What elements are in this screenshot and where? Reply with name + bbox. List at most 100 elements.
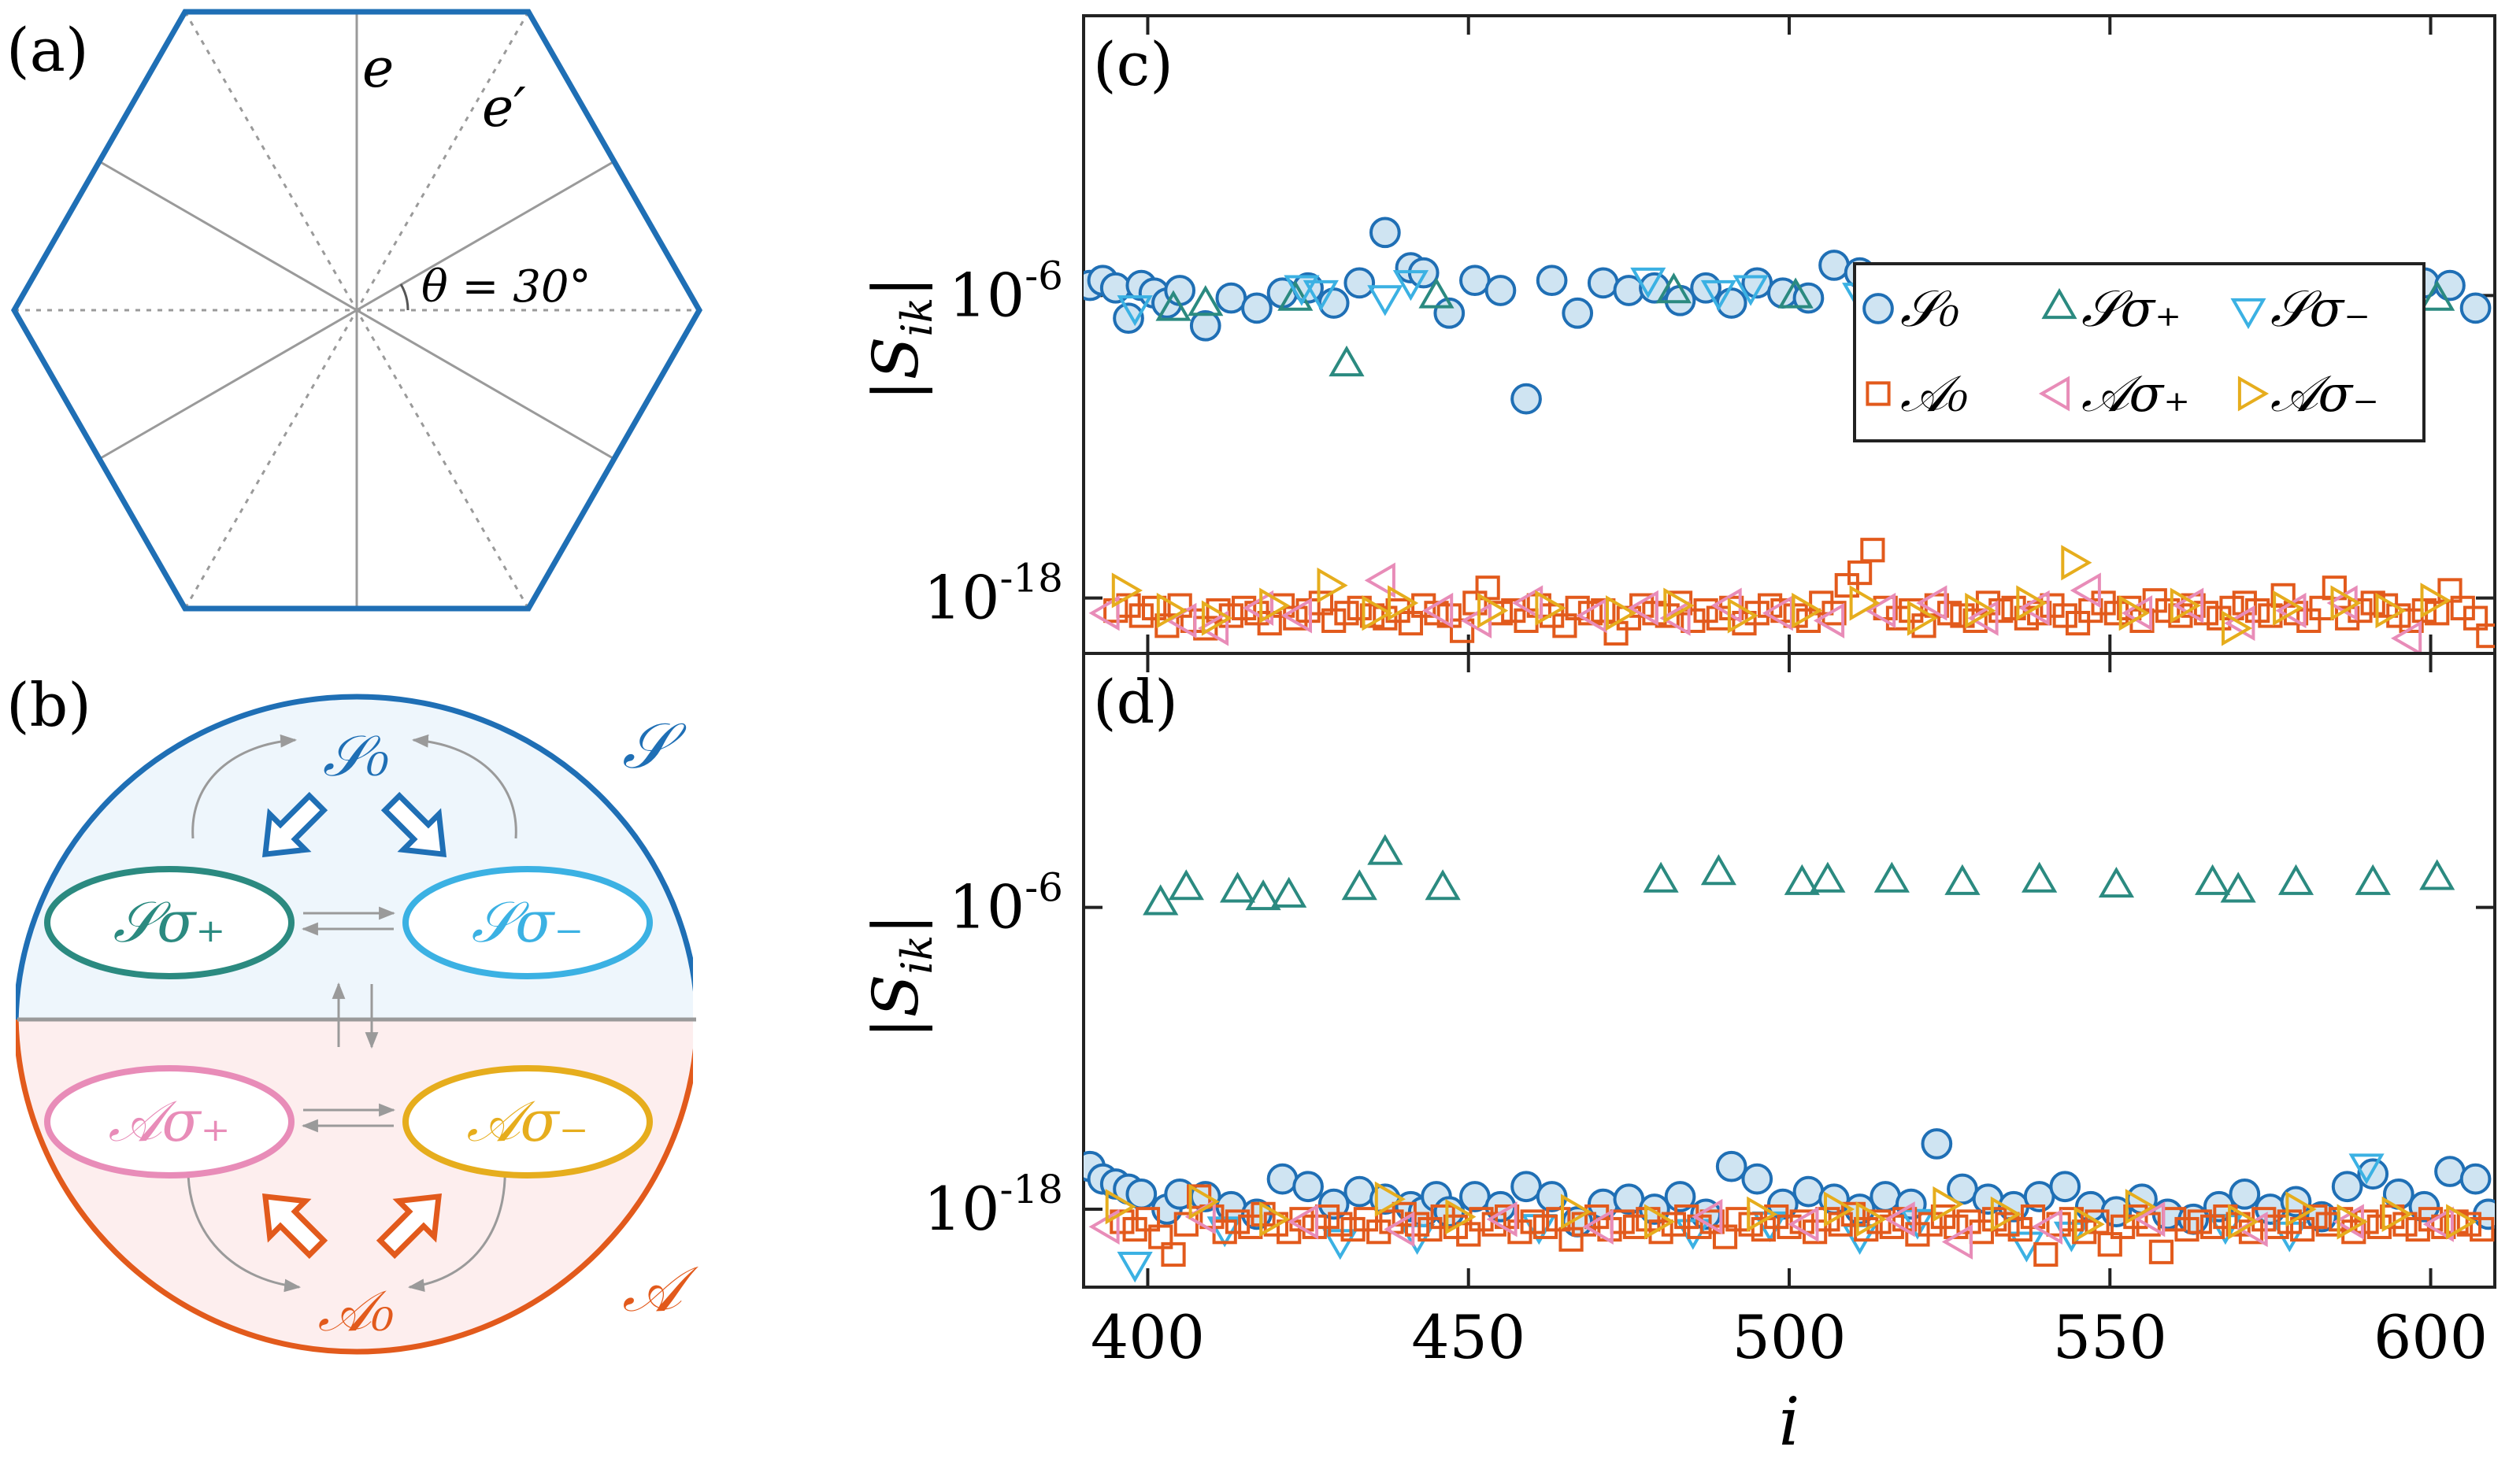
legend-label-sminus: 𝒮σ₋	[2270, 280, 2370, 339]
panel-d-ylabel-text: |Sik|	[859, 914, 942, 1039]
curve-arrow-aminus-a0	[407, 1153, 506, 1292]
point-a0	[1962, 608, 1988, 633]
point-a0	[2354, 1209, 2379, 1234]
point-aplus	[1865, 592, 1896, 629]
point-a0	[2476, 623, 2495, 649]
point-a0	[1110, 1209, 1135, 1234]
legend-marker-a0	[1866, 381, 1891, 406]
point-a0	[1456, 1222, 1481, 1247]
point-aminus	[1111, 572, 1143, 609]
point-s0	[1459, 265, 1491, 297]
point-a0	[2456, 1212, 2482, 1237]
antisymmetric-sector-label: 𝒜	[622, 1253, 699, 1326]
legend-label-a0: 𝒜₀	[1900, 365, 1968, 424]
point-a0	[1552, 613, 1577, 638]
point-aminus	[2170, 587, 2202, 623]
point-a0	[1353, 1207, 1379, 1232]
point-a0	[1334, 601, 1359, 626]
point-aminus	[1317, 567, 1348, 604]
point-a0	[1860, 538, 1885, 563]
point-aminus	[2375, 592, 2407, 629]
point-a0	[1283, 605, 1308, 631]
point-aplus	[1198, 610, 1229, 646]
point-aminus	[1933, 1186, 1964, 1223]
point-s0	[1818, 250, 1850, 281]
x-tick-label: 550	[2053, 1302, 2167, 1372]
panel-b: (b)	[6, 670, 699, 1355]
panel-c-y-axis-label: |Sik|	[859, 276, 942, 401]
point-splus	[1655, 272, 1692, 304]
point-aminus	[1259, 1201, 1291, 1238]
curve-arrow-aplus-a0	[187, 1153, 302, 1293]
point-splus	[1643, 861, 1679, 893]
point-a0	[1577, 601, 1603, 626]
point-a0	[1751, 1216, 1777, 1242]
point-a0	[1854, 1216, 1879, 1242]
point-aplus	[1884, 1201, 1915, 1238]
point-aplus	[1813, 602, 1845, 638]
point-aplus	[1088, 595, 1120, 631]
point-s0	[2434, 1156, 2466, 1187]
legend-marker-sminus	[2230, 298, 2266, 330]
edge-label: e	[362, 38, 394, 100]
point-s0	[1484, 275, 1517, 306]
point-splus	[1425, 869, 1461, 901]
legend-marker-s0	[1862, 293, 1894, 324]
point-aminus	[1792, 592, 1823, 629]
point-s0	[1292, 1171, 1324, 1203]
point-aminus	[1445, 1198, 1477, 1235]
symmetric-sector-label: 𝒮	[622, 709, 687, 783]
point-splus	[2277, 864, 2314, 895]
point-splus	[1810, 861, 1846, 893]
point-a0	[1834, 572, 1859, 598]
point-aminus	[2381, 1196, 2413, 1232]
point-a0	[1982, 1207, 2007, 1232]
point-s0	[1792, 1175, 1825, 1208]
point-aminus	[1907, 600, 1938, 636]
point-aminus	[1606, 595, 1637, 631]
point-aminus	[1259, 587, 1291, 623]
point-s0	[1459, 1181, 1491, 1212]
point-aplus	[1486, 1201, 1518, 1238]
point-splus	[1777, 277, 1814, 309]
point-aminus	[1747, 1196, 1778, 1232]
point-aplus	[1364, 562, 1395, 598]
point-a0	[1693, 598, 1718, 623]
legend-marker-aplus	[2038, 376, 2070, 412]
point-aminus	[2285, 1191, 2317, 1227]
point-aplus	[1280, 598, 1312, 634]
point-aminus	[1156, 592, 1188, 629]
point-splus	[1271, 876, 1307, 908]
point-a0	[1584, 1204, 1610, 1230]
point-aplus	[1576, 598, 1607, 634]
point-splus	[2220, 871, 2256, 903]
point-aplus	[1941, 1223, 1973, 1260]
point-a0	[1911, 613, 1936, 638]
panel-c: 10-6 10-18 (c) |Sik| 𝒮₀ 𝒮σ₊ 𝒮σ₋ 𝒜₀ 𝒜σ₊ 𝒜σ₋	[859, 14, 2496, 655]
point-aplus	[2018, 590, 2050, 626]
curve-arrow-splus-s0	[191, 734, 298, 839]
point-a0	[1783, 603, 1808, 628]
point-splus	[1277, 279, 1314, 311]
panel-a-label: (a)	[6, 15, 89, 85]
y-tick-label: 10-18	[924, 1167, 1063, 1244]
point-aminus	[1561, 1193, 1592, 1230]
point-a0	[1161, 1241, 1186, 1267]
point-a0	[1546, 1207, 1571, 1232]
symmetric-border	[16, 694, 693, 1019]
x-tick-label: 400	[1091, 1302, 1205, 1372]
point-aminus	[1362, 595, 1393, 631]
point-aminus	[1374, 1181, 1406, 1217]
point-sminus	[1117, 295, 1153, 327]
point-s0	[2459, 292, 2492, 324]
x-axis-label: i	[1779, 1383, 1800, 1460]
x-tick-label: 450	[1411, 1302, 1525, 1372]
point-aplus	[1788, 1206, 1819, 1242]
point-sminus	[1700, 279, 1736, 312]
point-a0	[1232, 595, 1257, 620]
point-a0	[2097, 1232, 2122, 1257]
point-s0	[1587, 267, 1619, 299]
point-aplus	[1582, 1208, 1614, 1245]
point-aplus	[1627, 590, 1658, 626]
point-aminus	[1644, 1204, 1675, 1240]
